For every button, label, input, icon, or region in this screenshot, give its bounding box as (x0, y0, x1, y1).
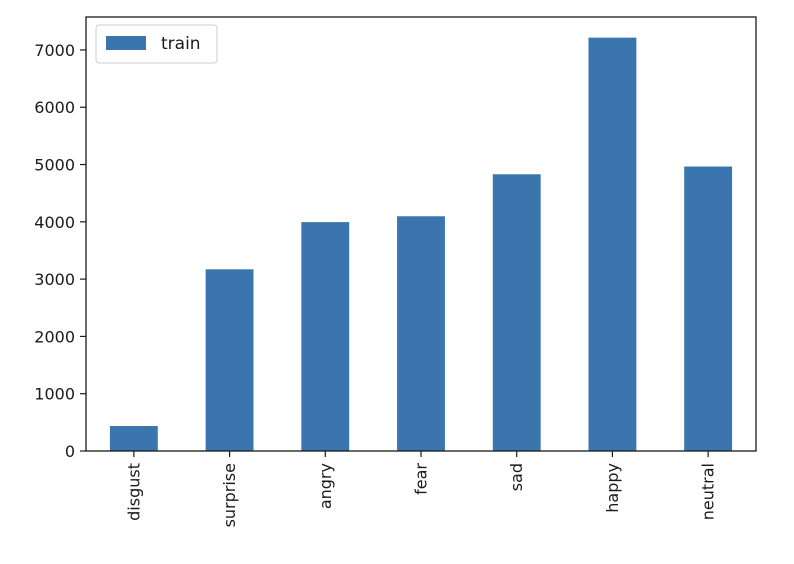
y-tick-label: 7000 (34, 41, 75, 60)
bar-disgust (109, 426, 158, 451)
bar-fear (397, 216, 445, 451)
bar-sad (492, 174, 541, 451)
y-tick-label: 1000 (34, 385, 75, 404)
legend-box (95, 24, 218, 64)
x-tick-label-surprise: surprise (220, 463, 239, 527)
x-tick-label-sad: sad (507, 463, 526, 491)
y-tick-label: 3000 (34, 270, 75, 289)
legend-swatch (106, 36, 146, 50)
y-tick-label: 2000 (34, 327, 75, 346)
x-axis: disgust surprise angry fear sad happy neutral (124, 451, 718, 527)
bar-surprise (205, 269, 254, 451)
bar-happy (588, 37, 637, 451)
x-tick-label-neutral: neutral (699, 463, 718, 520)
legend: train (95, 24, 218, 64)
plot-frame (85, 16, 757, 452)
y-tick-label: 5000 (34, 156, 75, 175)
x-tick-label-happy: happy (603, 463, 622, 513)
y-tick-label: 4000 (34, 213, 75, 232)
x-tick-label-disgust: disgust (124, 463, 143, 521)
y-axis: 0 1000 2000 3000 4000 5000 6000 7000 (34, 41, 86, 461)
y-tick-label: 6000 (34, 98, 75, 117)
bars-layer (109, 37, 733, 452)
legend-label: train (161, 34, 201, 54)
x-tick-label-fear: fear (412, 463, 431, 495)
bar-neutral (684, 166, 733, 452)
y-tick-label: 0 (65, 442, 75, 461)
bar-angry (301, 222, 350, 451)
x-tick-label-angry: angry (316, 463, 335, 509)
